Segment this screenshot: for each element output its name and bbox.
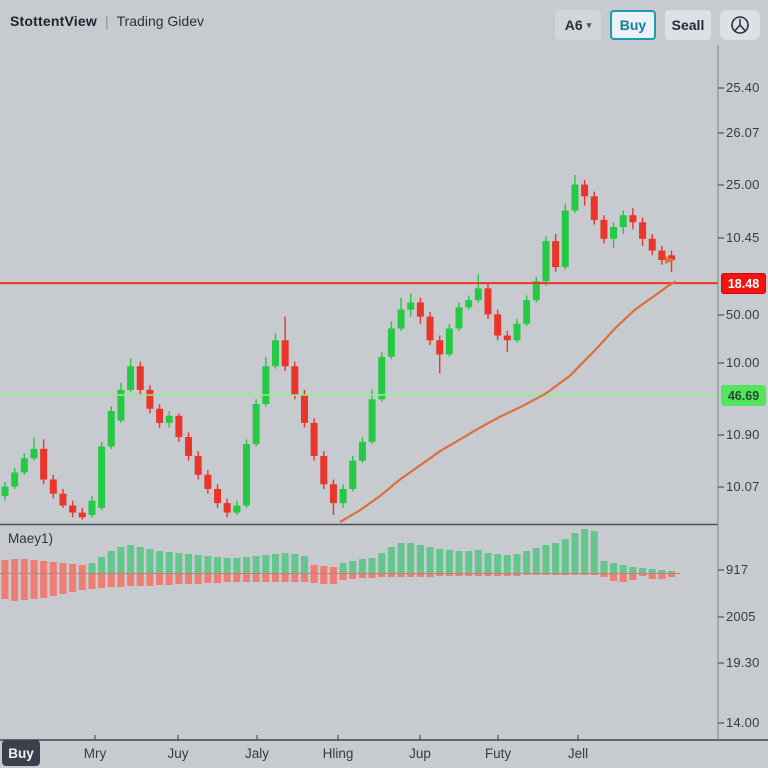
time-axis-label: Jup bbox=[409, 746, 431, 761]
last-price-tag: 18.48 bbox=[721, 273, 766, 294]
price-axis-label: 25.40 bbox=[726, 80, 760, 95]
price-axis-label: 2005 bbox=[726, 609, 756, 624]
price-axis-label: 19.30 bbox=[726, 655, 760, 670]
timeframe-value: A6 bbox=[564, 17, 583, 33]
time-axis-label: Hling bbox=[322, 746, 354, 761]
time-axis-label: Mry bbox=[83, 746, 107, 761]
price-axis-label: 10.90 bbox=[726, 427, 760, 442]
price-axis-label: 10.07 bbox=[726, 479, 760, 494]
product-name: Trading Gidev bbox=[116, 13, 204, 29]
time-axis-label: Jell bbox=[567, 746, 589, 761]
header-buttons: A6 ▾ Buy Seall bbox=[555, 10, 760, 40]
time-axis-label: Juy bbox=[167, 746, 189, 761]
support-price-tag: 46.69 bbox=[721, 385, 766, 406]
price-axis-label: 14.00 bbox=[726, 715, 760, 730]
price-axis-label: 25.00 bbox=[726, 177, 760, 192]
price-axis-label: 26.07 bbox=[726, 125, 760, 140]
brand-name: StottentView bbox=[10, 13, 97, 29]
time-axis-label: Futy bbox=[484, 746, 512, 761]
price-axis-label: 10.00 bbox=[726, 355, 760, 370]
bottom-buy-tab[interactable]: Buy bbox=[2, 740, 40, 766]
app-title: StottentView | Trading Gidev bbox=[10, 13, 204, 29]
time-axis-label: Jaly bbox=[244, 746, 270, 761]
buy-button[interactable]: Buy bbox=[610, 10, 656, 40]
wheel-icon bbox=[731, 16, 749, 34]
title-separator: | bbox=[104, 13, 109, 29]
price-axis-label: 917 bbox=[726, 562, 749, 577]
indicator-pane-label: Maey1) bbox=[8, 531, 54, 546]
price-axis-label: 50.00 bbox=[726, 307, 760, 322]
chevron-down-icon: ▾ bbox=[586, 19, 592, 30]
header-bar: StottentView | Trading Gidev A6 ▾ Buy Se… bbox=[0, 0, 768, 46]
account-menu-button[interactable] bbox=[720, 10, 760, 40]
price-axis-label: 10.45 bbox=[726, 230, 760, 245]
sell-button[interactable]: Seall bbox=[665, 10, 711, 40]
timeframe-dropdown[interactable]: A6 ▾ bbox=[555, 10, 601, 40]
